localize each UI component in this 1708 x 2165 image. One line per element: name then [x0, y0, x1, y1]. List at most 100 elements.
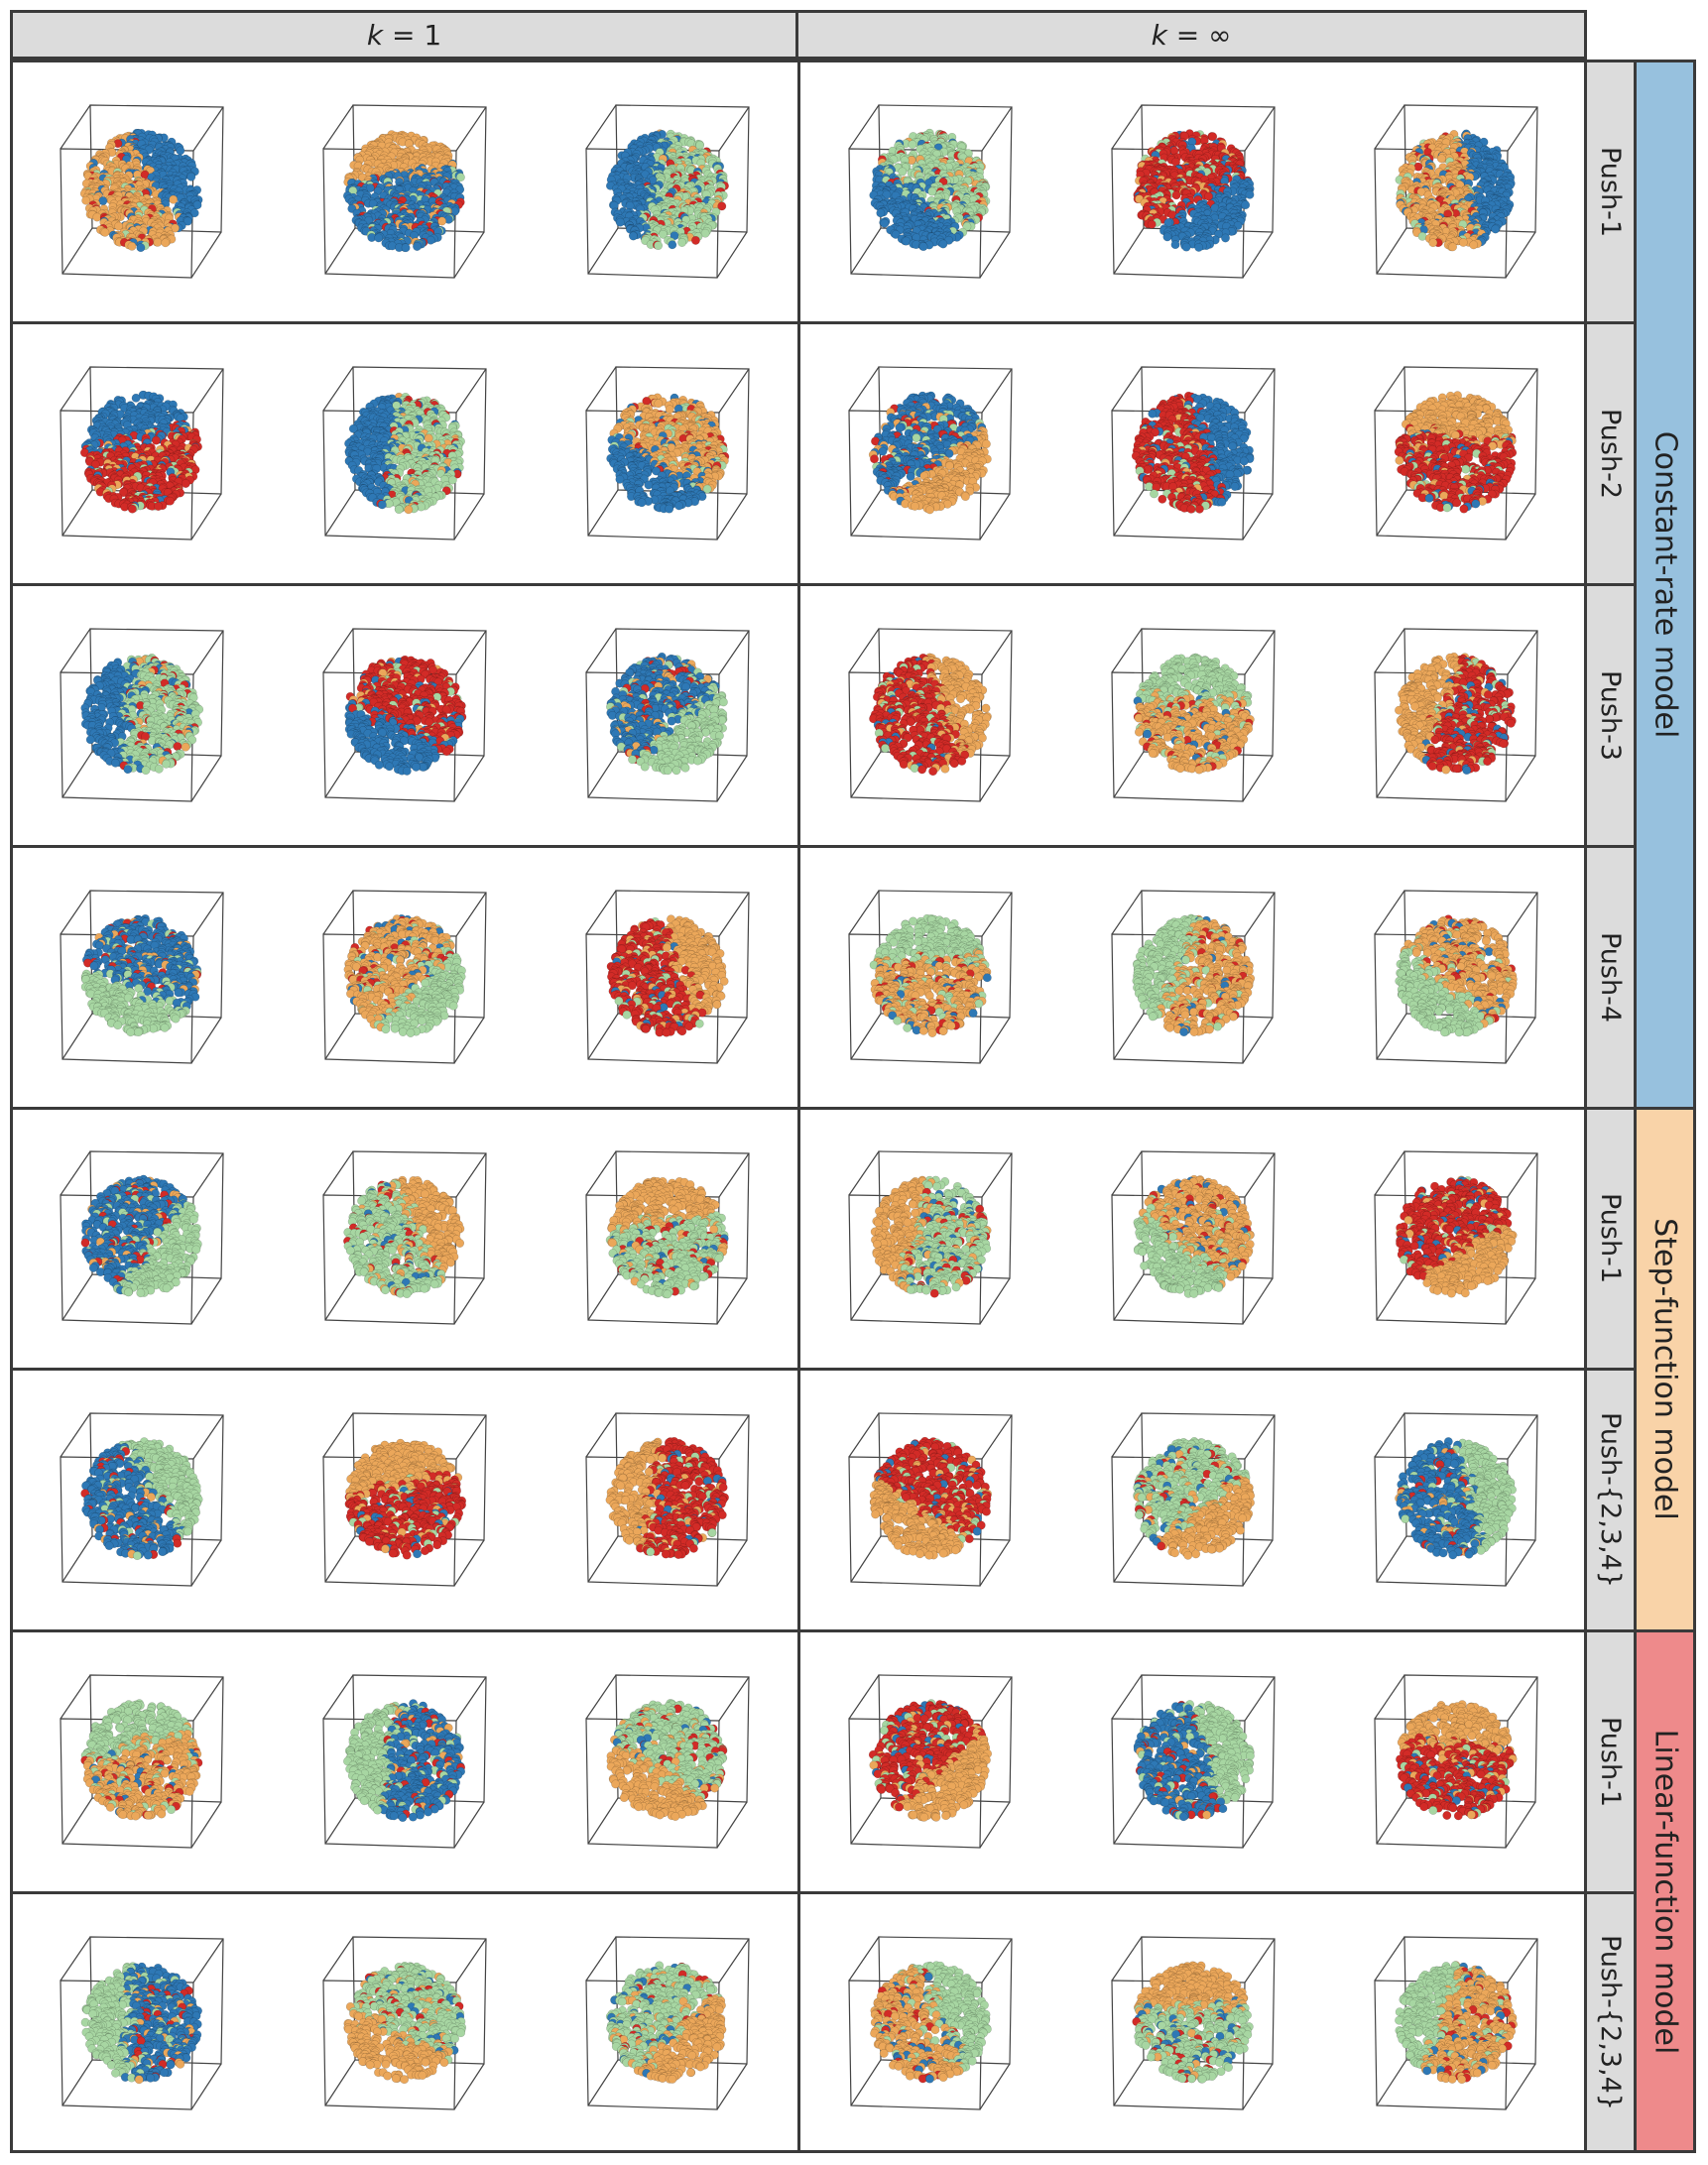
simulation-panel [59, 1674, 224, 1849]
simulation-panel [847, 1936, 1013, 2110]
model-group-text: Constant-rate model [1647, 430, 1682, 738]
simulation-panel [59, 366, 224, 541]
column-header-2: k = ∞ [795, 10, 1587, 60]
row-label-8: Push-{2,3,4} [1587, 1891, 1637, 2153]
cell-cluster [1133, 1700, 1255, 1822]
simulation-panel [584, 1936, 750, 2110]
cell-cluster [342, 1699, 465, 1823]
cell-cluster [1131, 391, 1254, 514]
row-label-text: Push-1 [1595, 1717, 1626, 1807]
cell-cluster [605, 1961, 726, 2084]
simulation-panel [59, 889, 224, 1064]
simulation-panel [1373, 889, 1538, 1064]
model-group-label-3: Linear-function model [1637, 1629, 1696, 2153]
simulation-panel [1373, 366, 1538, 541]
row-label-text: Push-2 [1595, 409, 1626, 499]
cell-cluster [343, 655, 466, 776]
cell-cluster [605, 1437, 729, 1560]
simulation-panel [59, 628, 224, 802]
cell-cluster [868, 391, 992, 515]
model-group-text: Linear-function model [1647, 1729, 1682, 2054]
cell-cluster [605, 652, 728, 775]
simulation-panel [321, 1674, 487, 1849]
wireframe-cube [321, 1936, 487, 2110]
cell-cluster [1132, 129, 1255, 252]
cell-cluster [80, 913, 201, 1036]
simulation-panel [321, 104, 487, 279]
cell-cluster [1394, 1437, 1517, 1560]
row-label-1: Push-1 [1587, 60, 1637, 324]
model-group-label-1: Constant-rate model [1637, 60, 1696, 1110]
cell-cluster [342, 1176, 464, 1299]
cell-cluster [343, 913, 466, 1037]
simulation-panel [1373, 104, 1538, 279]
cell-cluster [868, 653, 992, 776]
simulation-panel [1373, 628, 1538, 802]
cell-cluster [870, 1176, 992, 1299]
cell-cluster [1395, 129, 1516, 252]
wireframe-cube [59, 889, 224, 1064]
cell-cluster [1394, 652, 1517, 775]
cell-cluster [1395, 1700, 1518, 1821]
header-k-value: = ∞ [1167, 19, 1232, 52]
cell-cluster [344, 1439, 466, 1560]
simulation-panel [59, 1936, 224, 2110]
row-label-text: Push-4 [1595, 932, 1626, 1022]
row-label-text: Push-1 [1595, 147, 1626, 237]
row-label-text: Push-{2,3,4} [1595, 1935, 1626, 2110]
cell-cluster [1131, 913, 1255, 1036]
cell-cluster [869, 1437, 992, 1560]
model-group-text: Step-function model [1647, 1219, 1682, 1521]
wireframe-cube [59, 104, 224, 279]
simulation-panel [321, 366, 487, 541]
simulation-panel [1110, 1150, 1276, 1326]
row-label-5: Push-1 [1587, 1106, 1637, 1372]
simulation-panel [584, 366, 750, 541]
cell-cluster [1394, 913, 1518, 1036]
simulation-panel [1110, 104, 1276, 279]
simulation-panel [847, 1674, 1013, 1849]
cell-cluster [868, 1699, 992, 1822]
wireframe-cube [847, 1936, 1013, 2110]
cell-cluster [605, 1177, 729, 1299]
wireframe-cube [59, 1936, 224, 2110]
header-k-value: = 1 [383, 19, 441, 52]
column-divider [797, 62, 800, 2150]
cell-cluster [1132, 1437, 1255, 1561]
simulation-panel [321, 889, 487, 1064]
cell-cluster [1131, 1961, 1254, 2084]
cell-cluster [343, 392, 465, 515]
simulation-panel [584, 1150, 750, 1326]
simulation-panel [321, 1412, 487, 1587]
simulation-panel [321, 1936, 487, 2110]
row-label-2: Push-2 [1587, 320, 1637, 586]
cell-cluster [342, 130, 465, 253]
simulation-panel [1110, 366, 1276, 541]
cell-cluster [79, 128, 202, 253]
simulation-panel [1373, 1412, 1538, 1587]
simulation-panel [584, 628, 750, 802]
cell-cluster [868, 128, 990, 251]
row-label-text: Push-3 [1595, 670, 1626, 761]
simulation-panel [1110, 1936, 1276, 2110]
simulation-panel [1110, 628, 1276, 802]
cell-cluster [605, 393, 729, 514]
cell-cluster [79, 1437, 203, 1561]
simulation-panel [584, 889, 750, 1064]
row-label-7: Push-1 [1587, 1629, 1637, 1895]
cell-cluster [869, 913, 992, 1037]
simulation-panel [847, 366, 1013, 541]
row-label-text: Push-{2,3,4} [1595, 1412, 1626, 1588]
cell-cluster [605, 129, 729, 250]
cell-cluster [80, 1175, 202, 1298]
simulation-panel [1110, 1412, 1276, 1587]
simulation-panel [847, 104, 1013, 279]
cell-cluster [606, 913, 729, 1037]
simulation-panel [1373, 1150, 1538, 1326]
row-label-3: Push-3 [1587, 582, 1637, 848]
cell-cluster [79, 1699, 202, 1821]
row-label-6: Push-{2,3,4} [1587, 1368, 1637, 1633]
panel-grid [10, 60, 1587, 2153]
simulation-panel [847, 1150, 1013, 1326]
simulation-panel [584, 1412, 750, 1587]
